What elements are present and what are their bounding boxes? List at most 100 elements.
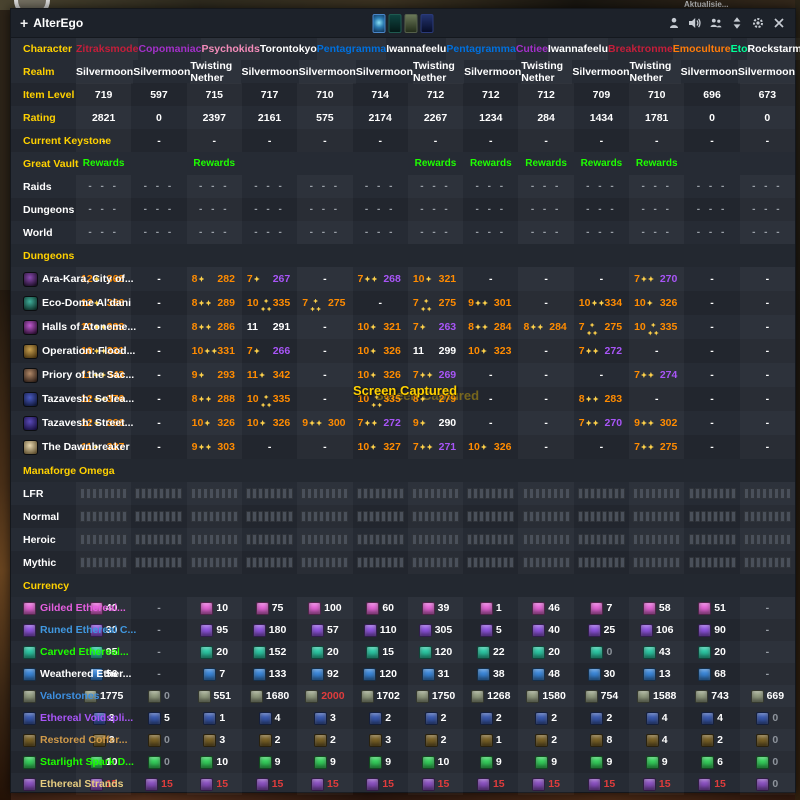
star-icon xyxy=(481,300,488,306)
boss-box-icon xyxy=(633,534,639,545)
dungeon-score-cell: 8 289 xyxy=(187,291,242,315)
boss-box-icon xyxy=(558,488,564,499)
boss-progress-boxes xyxy=(80,488,128,499)
portrait-icon-3[interactable] xyxy=(404,13,418,33)
dungeon-icon xyxy=(23,367,38,383)
announce-icon[interactable] xyxy=(688,16,702,30)
row-label-text: Operation: Flood... xyxy=(42,345,136,357)
character-row-label: Character xyxy=(11,38,76,60)
close-icon[interactable] xyxy=(772,16,786,30)
character-name[interactable]: Breaktronme xyxy=(608,43,673,55)
currency-value-group: 9 xyxy=(479,755,502,769)
rating-cell: 1781 xyxy=(629,106,684,129)
currency-value: 3 xyxy=(219,734,226,746)
character-name[interactable]: Emoculture xyxy=(673,38,731,60)
star-icon xyxy=(100,324,107,330)
character-name[interactable]: Pentagramma xyxy=(317,38,386,60)
boss-box-icon xyxy=(564,557,570,568)
currency-cell: 43 xyxy=(629,641,684,663)
currency-value: 0 xyxy=(164,734,170,746)
currency-value: 30 xyxy=(603,668,616,680)
boss-box-icon xyxy=(202,488,208,499)
dungeon-name: Ara-Kara, City of... xyxy=(11,267,134,291)
currency-value-icon xyxy=(311,667,325,681)
dungeon-score-cell: - xyxy=(710,321,714,333)
character-name[interactable]: Torontokyo xyxy=(259,43,317,55)
group-icon[interactable] xyxy=(709,16,723,30)
boss-box-icon xyxy=(98,511,104,522)
dungeon-score: 263 xyxy=(438,321,457,333)
characters-icon[interactable] xyxy=(667,16,681,30)
boss-box-icon xyxy=(601,534,607,545)
star-icon xyxy=(426,444,433,450)
boss-box-icon xyxy=(110,534,116,545)
row-vault-world: World - - -- - -- - -- - -- - -- - -- - -… xyxy=(11,221,795,244)
character-name[interactable]: Pentagramma xyxy=(446,38,515,60)
boss-box-icon xyxy=(368,557,374,568)
dungeon-score-cell: 11 343 xyxy=(76,363,131,387)
currency-value-icon xyxy=(587,777,601,791)
character-name[interactable]: Copomaniac xyxy=(138,43,202,55)
currency-value: 40 xyxy=(105,602,118,614)
boss-box-icon xyxy=(497,488,503,499)
currency-value: 120 xyxy=(434,646,453,658)
currency-cell: - xyxy=(131,663,186,685)
currency-cell: 25 xyxy=(574,619,629,641)
boss-box-icon xyxy=(583,557,589,568)
portrait-icon-2[interactable] xyxy=(388,13,402,33)
boss-progress-boxes xyxy=(246,557,294,568)
keystone-stars-icon xyxy=(364,420,378,426)
dungeon-score: 299 xyxy=(438,345,457,357)
raid-progress-cell xyxy=(463,505,518,528)
settings-icon[interactable] xyxy=(751,16,765,30)
vault-slot-placeholder: - - - xyxy=(586,204,617,215)
character-name[interactable]: Rockstarmade xyxy=(747,38,800,60)
boss-box-icon xyxy=(718,534,724,545)
raid-progress-cell xyxy=(353,505,408,528)
character-name[interactable]: Cutiee xyxy=(515,43,548,55)
raid-progress-cell xyxy=(131,505,186,528)
dungeon-score-cell: 10 326 xyxy=(629,291,684,315)
currency-cell: 30 xyxy=(574,663,629,685)
row-currency: Weathered Ether... 56-7 133 92 120 31 38 48 30 13… xyxy=(11,663,795,685)
portrait-icon-1[interactable] xyxy=(372,13,386,33)
boss-box-icon xyxy=(319,511,325,522)
character-name[interactable]: Zitraksmode xyxy=(76,38,138,60)
character-name[interactable]: Psychokids xyxy=(201,38,259,60)
dungeon-score: 326 xyxy=(383,345,401,357)
boss-box-icon xyxy=(761,534,767,545)
vault-slot-placeholder: - - - xyxy=(420,227,451,238)
currency-cell: 2 xyxy=(408,729,463,751)
currency-value: 1 xyxy=(495,734,502,746)
currency-value: 2 xyxy=(440,734,447,746)
boss-box-icon xyxy=(135,557,141,568)
boss-box-icon xyxy=(785,557,791,568)
boss-box-icon xyxy=(453,488,459,499)
keystone-level-text: 10 xyxy=(634,297,646,309)
currency-value-icon xyxy=(645,755,659,769)
vault-slot-placeholder: - - - xyxy=(198,181,230,192)
boss-progress-boxes xyxy=(190,534,238,545)
star-icon xyxy=(253,276,260,282)
sort-icon[interactable] xyxy=(730,16,744,30)
currency-value-group: 15 xyxy=(366,777,394,791)
realm-cell: Twisting Nether xyxy=(521,60,572,84)
keystone-level: 11 xyxy=(247,369,266,381)
character-name[interactable]: Eto xyxy=(730,43,748,55)
star-icon xyxy=(640,420,647,426)
boss-box-icon xyxy=(104,557,110,568)
portrait-icon-4[interactable] xyxy=(420,13,434,33)
keystone-level-text: 11 xyxy=(412,345,424,357)
keystone-stars-icon xyxy=(480,444,487,450)
star-icon xyxy=(316,420,323,426)
vault-slot-cell: - - - xyxy=(574,221,629,244)
dungeon-score: 327 xyxy=(383,441,401,453)
vault-reward-cell: Rewards xyxy=(629,152,684,175)
character-name[interactable]: Iwannafeelu xyxy=(386,43,447,55)
currency-value-group: 1680 xyxy=(249,689,289,703)
character-name[interactable]: Iwannafeelu xyxy=(548,38,608,60)
boss-box-icon xyxy=(331,488,337,499)
currency-value-icon xyxy=(695,689,709,703)
boss-box-icon xyxy=(337,534,343,545)
currency-value: 7 xyxy=(219,668,226,680)
